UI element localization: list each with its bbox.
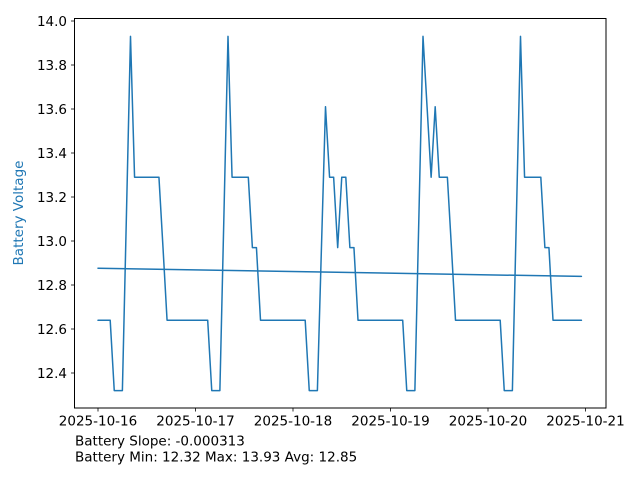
battery-stats-text: Battery Min: 12.32 Max: 13.93 Avg: 12.85 [75,450,357,466]
y-tick-label: 14.0 [37,14,67,30]
x-tick-label: 2025-10-18 [254,414,332,430]
y-tick-label: 12.4 [37,366,67,382]
battery-voltage-line [97,35,583,392]
y-tick-label: 13.2 [37,190,67,206]
plot-border [74,18,607,409]
y-tick-label: 12.6 [37,322,67,338]
x-tick-label: 2025-10-21 [546,414,624,430]
x-tick-label: 2025-10-19 [351,414,429,430]
y-axis-label: Battery Voltage [11,161,27,266]
y-tick-label: 13.6 [37,102,67,118]
y-tick-label: 13.8 [37,58,67,74]
y-tick-label: 12.8 [37,278,67,294]
trend-line [97,267,583,278]
x-tick-label: 2025-10-17 [156,414,234,430]
plot-area: 2025-10-16 2025-10-17 2025-10-18 2025-10-19… [37,14,625,430]
y-tick-label: 13.0 [37,234,67,250]
x-tick-label: 2025-10-20 [449,414,527,430]
x-tick-label: 2025-10-16 [59,414,137,430]
battery-slope-text: Battery Slope: -0.000313 [75,434,245,450]
y-tick-label: 13.4 [37,146,67,162]
